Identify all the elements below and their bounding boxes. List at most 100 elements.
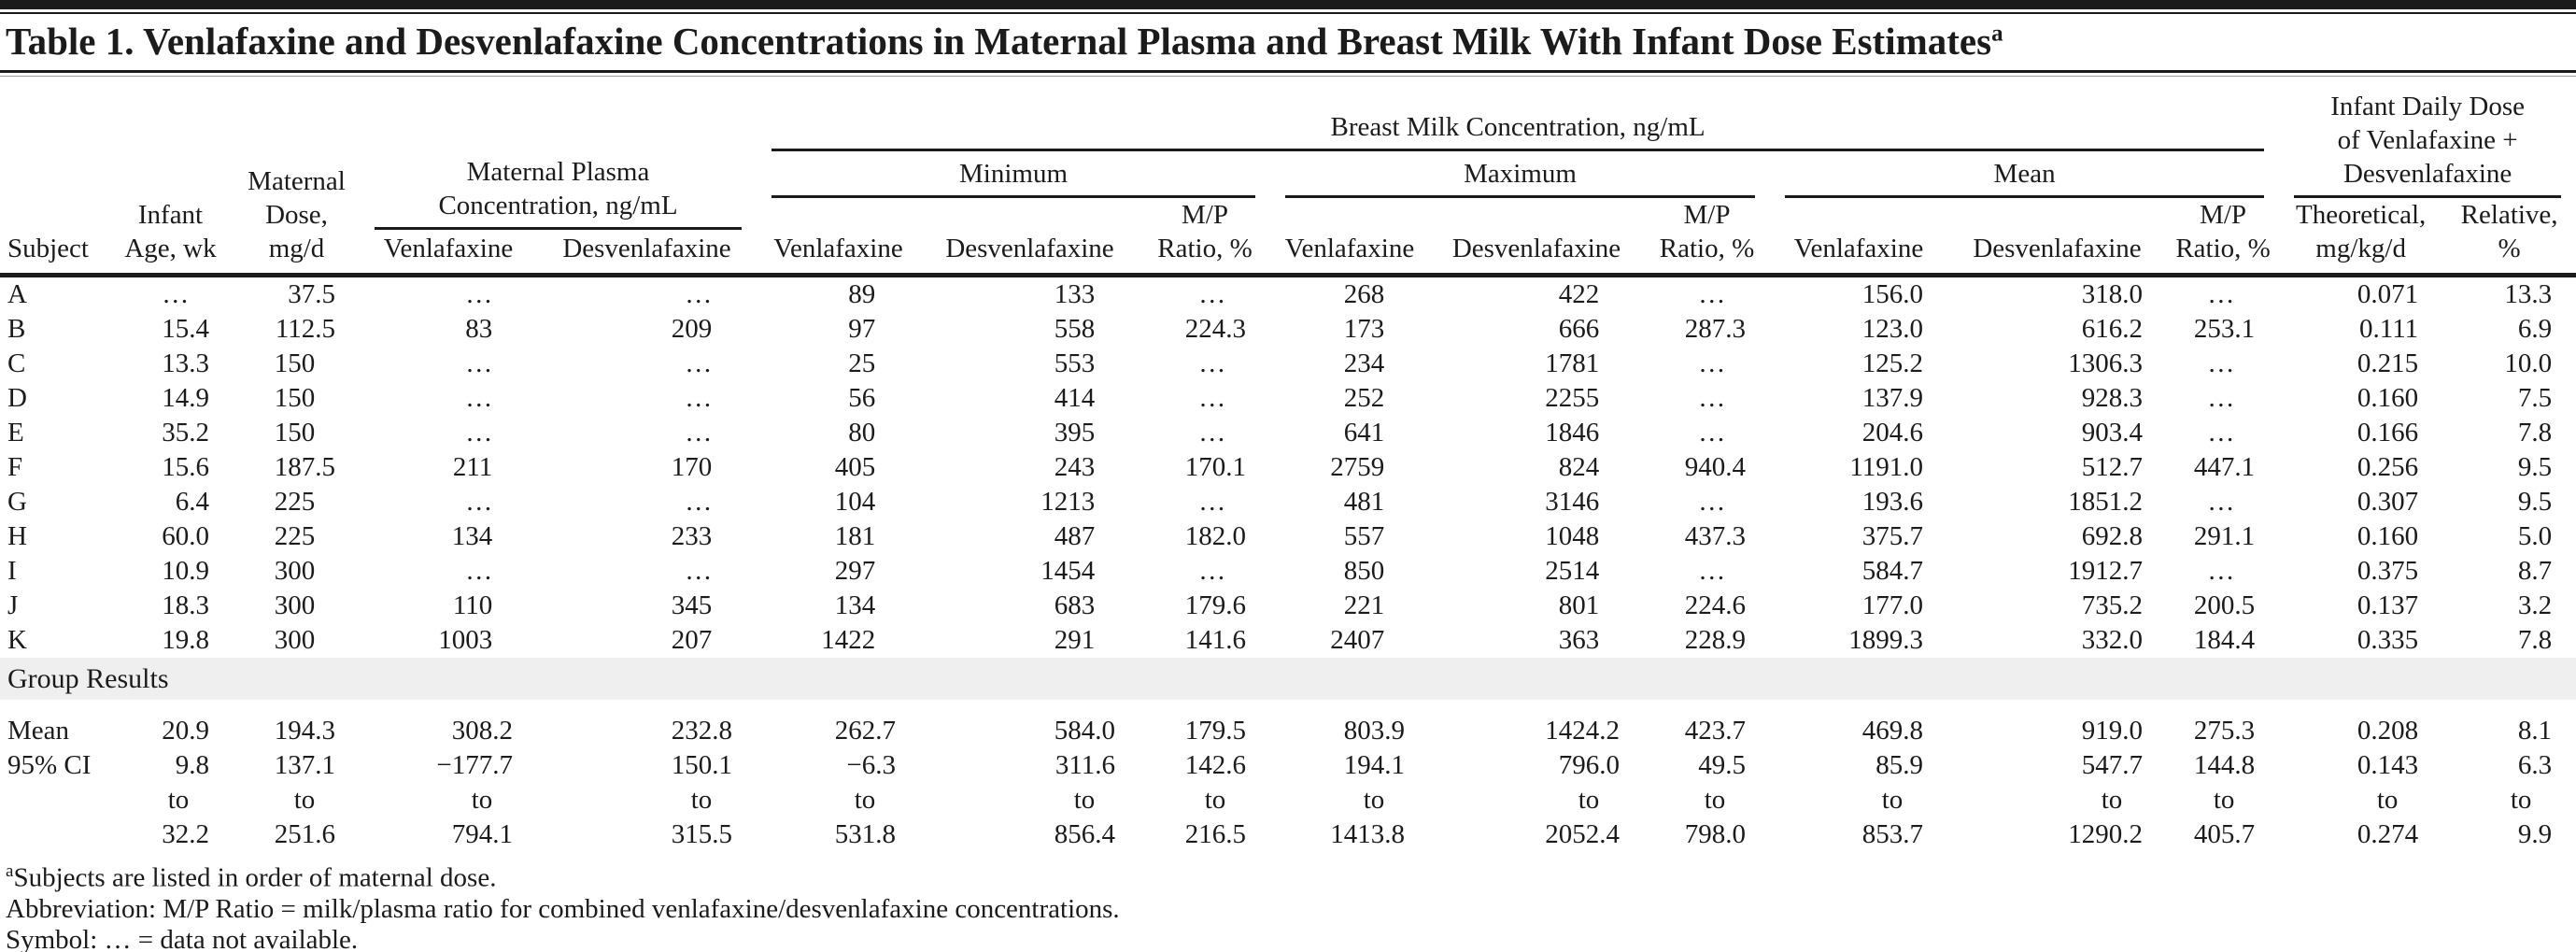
cell: ….0 xyxy=(685,487,713,517)
cell: to.0 xyxy=(1363,785,1385,815)
cell: to.0 xyxy=(1073,785,1096,815)
column-group-mean: Mean xyxy=(1770,151,2279,198)
cell: 803.9 xyxy=(1343,716,1405,746)
row-label: F xyxy=(7,452,23,482)
column-header-infant-age: Infant Age, wk xyxy=(124,200,217,263)
cell: 0.215 xyxy=(2357,348,2419,378)
cell: 2052.4 xyxy=(1545,819,1620,849)
cell: 2407.0 xyxy=(1330,625,1385,655)
cell: 1912.7 xyxy=(2068,556,2143,586)
cell: 19.8 xyxy=(162,625,209,655)
cell: ….0 xyxy=(2207,348,2235,378)
cell: 291.0 xyxy=(1054,625,1096,655)
cell: 512.7 xyxy=(2081,452,2143,482)
cell: 150.0 xyxy=(274,418,316,448)
cell: 437.3 xyxy=(1684,521,1746,551)
cell: 144.8 xyxy=(2193,750,2256,780)
row-label xyxy=(0,817,107,852)
cell: 487.0 xyxy=(1054,521,1096,551)
column-header-plasma-desvenlafaxine: Desvenlafaxine xyxy=(562,234,731,263)
cell: 363.0 xyxy=(1558,625,1600,655)
cell: 2759.0 xyxy=(1330,452,1385,482)
cell: 641.0 xyxy=(1343,418,1385,448)
table-row: B 15.4 112.5 83.0 209.0 97.0 558.0 224.3 173.0 66… xyxy=(0,312,2576,347)
table-row: G 6.4 225.0 ….0 ….0 104.0 1213.0 ….0 481.0 3146.0… xyxy=(0,485,2576,519)
column-group-breast-milk: Breast Milk Concentration, ng/mL xyxy=(757,78,2279,151)
cell: 801.0 xyxy=(1558,590,1600,620)
cell: to.0 xyxy=(1881,785,1904,815)
cell: ….0 xyxy=(2207,383,2235,413)
cell: 300.0 xyxy=(274,556,316,586)
row-label: I xyxy=(7,556,17,586)
cell: 345.0 xyxy=(671,590,713,620)
column-header-plasma-venlafaxine: Venlafaxine xyxy=(383,234,514,263)
cell: to.0 xyxy=(1704,785,1726,815)
column-header-maternal-dose: Maternal Dose, mg/d xyxy=(248,166,346,263)
cell: ….0 xyxy=(685,418,713,448)
column-header-mean-desvenlafaxine: Desvenlafaxine xyxy=(1973,234,2142,263)
cell: 308.2 xyxy=(451,716,513,746)
cell: 1781.0 xyxy=(1545,348,1600,378)
cell: 0.307 xyxy=(2357,487,2419,517)
cell: ….0 xyxy=(465,383,493,413)
cell: 547.7 xyxy=(2081,750,2143,780)
row-label: K xyxy=(7,625,27,655)
cell: to.0 xyxy=(293,785,316,815)
cell: 221.0 xyxy=(1343,590,1385,620)
cell: 3146.0 xyxy=(1545,487,1600,517)
cell: ….0 xyxy=(685,556,713,586)
row-label: 95% CI xyxy=(7,750,92,780)
cell: ….0 xyxy=(2207,418,2235,448)
cell: 193.6 xyxy=(1861,487,1923,517)
table-row: H 60.0 225.0 134.0 233.0 181.0 487.0 182.0 557.0… xyxy=(0,519,2576,554)
cell: 2255.0 xyxy=(1545,383,1600,413)
cell: 14.9 xyxy=(162,383,209,413)
cell: to.0 xyxy=(2510,785,2532,815)
summary-row: Mean 20.9 194.3 308.2 232.8 262.7 584.0 179.5 80… xyxy=(0,714,2576,748)
column-header-max-venlafaxine: Venlafaxine xyxy=(1284,234,1415,263)
cell: 300.0 xyxy=(274,590,316,620)
cell: 469.8 xyxy=(1861,716,1923,746)
cell: 0.137 xyxy=(2357,590,2419,620)
table-row: C 13.3 150.0 ….0 ….0 25.0 553.0 ….0 234.0 1781.0 …… xyxy=(0,347,2576,381)
cell: 15.4 xyxy=(162,314,209,344)
cell: 275.3 xyxy=(2193,716,2256,746)
cell: 194.3 xyxy=(274,716,335,746)
row-label: H xyxy=(7,521,27,551)
cell: ….0 xyxy=(1198,348,1226,378)
cell: 9.8 xyxy=(175,750,209,780)
column-group-maternal-plasma: Maternal Plasma Concentration, ng/mL xyxy=(360,78,757,230)
cell: 182.0 xyxy=(1184,521,1246,551)
cell: ….0 xyxy=(465,279,493,309)
cell: 0.160 xyxy=(2357,521,2419,551)
column-header-subject: Subject xyxy=(7,234,89,263)
cell: 1003.0 xyxy=(438,625,493,655)
cell: 1048.0 xyxy=(1545,521,1600,551)
cell: 10.9 xyxy=(162,556,209,586)
cell: 13.3 xyxy=(2504,279,2553,309)
cell: ….0 xyxy=(1198,418,1226,448)
cell: 1846.0 xyxy=(1545,418,1600,448)
row-label: Mean xyxy=(7,716,70,746)
table-row: J 18.3 300.0 110.0 345.0 134.0 683.0 179.6 221.0… xyxy=(0,589,2576,623)
cell: 405.0 xyxy=(834,452,876,482)
cell: 112.5 xyxy=(275,314,335,344)
cell: 251.6 xyxy=(274,819,335,849)
cell: 856.4 xyxy=(1054,819,1115,849)
cell: 1290.2 xyxy=(2068,819,2143,849)
cell: ….0 xyxy=(465,348,493,378)
title-superscript: a xyxy=(1991,21,2003,47)
cell: 56.0 xyxy=(848,383,876,413)
column-header-max-mp-ratio: M/P Ratio, % xyxy=(1659,200,1755,263)
row-label: A xyxy=(7,279,27,309)
cell: 137.9 xyxy=(1861,383,1923,413)
cell: ….0 xyxy=(1198,279,1226,309)
cell: 200.5 xyxy=(2193,590,2256,620)
cell: 25.0 xyxy=(848,348,876,378)
row-label: G xyxy=(7,487,27,517)
cell: ….0 xyxy=(685,279,713,309)
cell: 0.256 xyxy=(2357,452,2419,482)
cell: 0.143 xyxy=(2357,750,2419,780)
cell: 125.2 xyxy=(1861,348,1923,378)
column-header-mean-venlafaxine: Venlafaxine xyxy=(1793,234,1924,263)
